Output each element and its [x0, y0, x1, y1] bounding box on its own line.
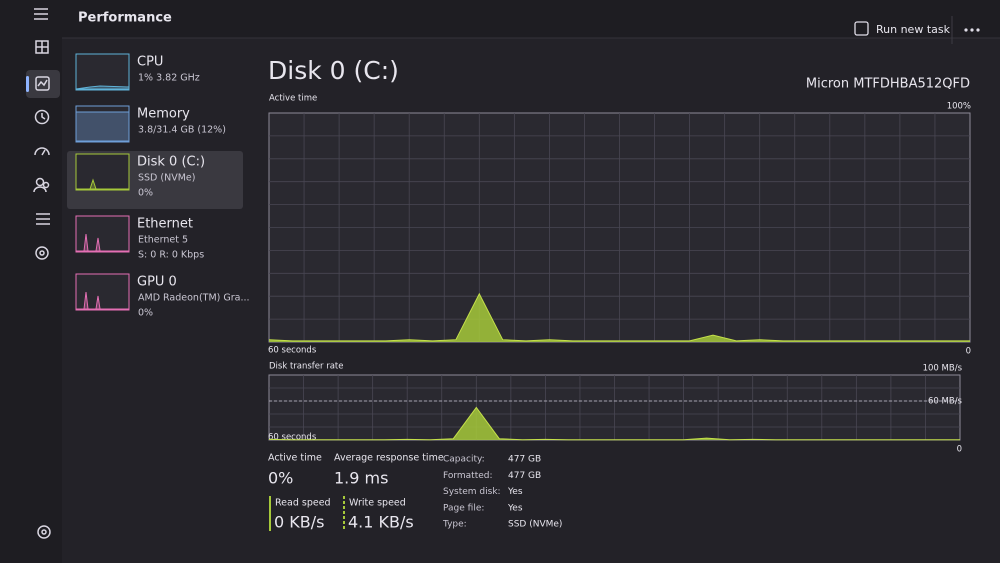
data-line	[268, 406, 960, 441]
property-value: SSD (NVMe)	[508, 520, 562, 530]
stat-value: 4.1 KB/s	[348, 513, 414, 532]
property-label: Formatted:	[443, 471, 493, 481]
item-detail: AMD Radeon(TM) Gra...	[138, 293, 250, 304]
stat-label: Read speed	[275, 498, 331, 509]
processes-icon[interactable]	[35, 40, 49, 54]
thumbnail-graph	[76, 233, 129, 252]
item-name: GPU 0	[137, 275, 177, 290]
item-detail: 1% 3.82 GHz	[138, 73, 200, 84]
item-detail: 0%	[138, 188, 153, 199]
details-icon[interactable]	[36, 213, 50, 225]
run-new-task-button[interactable]: Run new task	[854, 21, 951, 36]
run-task-icon	[854, 21, 869, 36]
services-icon[interactable]	[35, 246, 49, 260]
chart-label: Active time	[269, 94, 317, 104]
stat-value: 1.9 ms	[334, 469, 388, 488]
thumbnail-graph	[76, 178, 129, 190]
item-name: Ethernet	[137, 217, 193, 232]
thumbnail	[75, 53, 130, 91]
y-tick-label: 100 MB/s	[923, 364, 963, 374]
chart-label: Disk transfer rate	[269, 362, 344, 372]
x-axis-label: 60 seconds	[268, 346, 317, 356]
y-tick-label: 0	[957, 445, 962, 455]
property-label: Type:	[442, 520, 467, 530]
thumbnail	[75, 215, 130, 253]
property-value: Yes	[507, 487, 523, 497]
disk-title: Disk 0 (C:)	[268, 56, 399, 85]
stat-label: Active time	[268, 453, 322, 464]
sidebar-item[interactable]: Memory 3.8/31.4 GB (12%)	[75, 105, 226, 143]
item-name: Disk 0 (C:)	[137, 155, 205, 170]
nav-selected-indicator	[26, 76, 29, 92]
sidebar-item[interactable]: GPU 0 AMD Radeon(TM) Gra... 0%	[75, 273, 250, 319]
history-icon[interactable]	[34, 109, 50, 125]
item-detail: 0%	[138, 308, 153, 319]
sidebar-item[interactable]: CPU 1% 3.82 GHz	[75, 53, 200, 91]
x-axis-label: 60 seconds	[268, 433, 317, 443]
performance-icon[interactable]	[35, 76, 50, 91]
item-name: Memory	[137, 107, 190, 122]
y-tick-label: 100%	[947, 102, 971, 112]
property-label: Capacity:	[443, 455, 485, 465]
thumbnail	[75, 273, 130, 311]
property-value: 477 GB	[508, 455, 541, 465]
property-value: Yes	[507, 503, 523, 513]
stat-label: Average response time	[334, 453, 444, 464]
stat-value: 0%	[268, 469, 293, 488]
property-value: 477 GB	[508, 471, 541, 481]
thumbnail-graph	[76, 291, 129, 310]
item-detail: Ethernet 5	[138, 235, 188, 246]
thumbnail	[75, 153, 130, 191]
thumbnail-graph	[75, 85, 130, 90]
item-name: CPU	[137, 55, 163, 70]
menu-icon[interactable]	[34, 8, 48, 20]
property-label: System disk:	[443, 487, 501, 497]
property-label: Page file:	[443, 503, 484, 513]
thumbnail-graph	[75, 111, 130, 142]
detail-panel: Disk 0 (C:) Micron MTFDHBA512QFD Active …	[268, 56, 971, 532]
sidebar-item[interactable]: Ethernet Ethernet 5 S: 0 R: 0 Kbps	[75, 215, 204, 261]
settings-icon[interactable]	[37, 525, 51, 539]
data-line	[268, 292, 970, 342]
sidebar: CPU 1% 3.82 GHz Memory 3.8/31.4 GB (12%) Dis…	[67, 53, 250, 319]
stat-label: Write speed	[349, 498, 406, 509]
nav-rail	[26, 8, 60, 539]
item-detail: SSD (NVMe)	[138, 173, 195, 184]
disk-model: Micron MTFDHBA512QFD	[806, 77, 970, 92]
y-tick-label: 60 MB/s	[928, 397, 963, 407]
item-detail: 3.8/31.4 GB (12%)	[138, 125, 226, 136]
run-new-task-label[interactable]: Run new task	[876, 23, 951, 36]
page-title: Performance	[78, 11, 172, 26]
more-button[interactable]	[964, 28, 980, 32]
startup-icon[interactable]	[34, 147, 50, 156]
sidebar-item[interactable]: Disk 0 (C:) SSD (NVMe) 0%	[67, 151, 243, 209]
item-detail: S: 0 R: 0 Kbps	[138, 250, 204, 261]
users-icon[interactable]	[33, 177, 50, 193]
y-tick-label: 0	[966, 347, 971, 357]
stat-value: 0 KB/s	[274, 513, 324, 532]
